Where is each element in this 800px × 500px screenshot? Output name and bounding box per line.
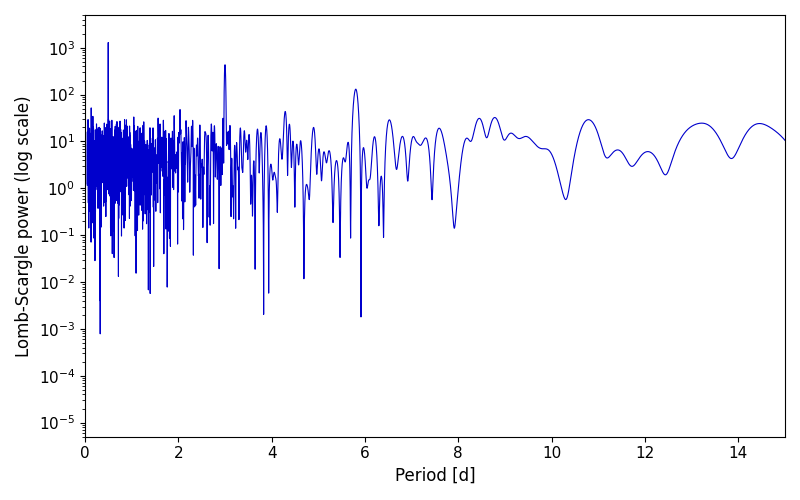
X-axis label: Period [d]: Period [d] <box>394 467 475 485</box>
Y-axis label: Lomb-Scargle power (log scale): Lomb-Scargle power (log scale) <box>15 95 33 356</box>
